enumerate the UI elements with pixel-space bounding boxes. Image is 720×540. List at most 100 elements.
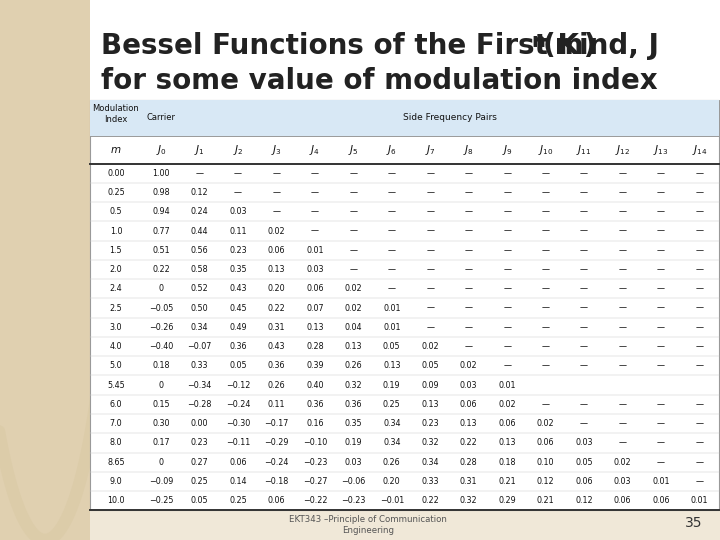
Text: —: — (580, 169, 588, 178)
Text: −0.06: −0.06 (341, 477, 366, 486)
Text: −0.05: −0.05 (149, 303, 174, 313)
Text: —: — (388, 227, 396, 235)
Text: —: — (618, 285, 626, 293)
Text: 0.22: 0.22 (460, 438, 477, 447)
Text: 0.26: 0.26 (383, 458, 400, 467)
Text: —: — (464, 246, 472, 255)
Text: —: — (657, 400, 665, 409)
Text: 0.28: 0.28 (306, 342, 324, 351)
Text: −0.23: −0.23 (341, 496, 366, 505)
Text: 0.01: 0.01 (652, 477, 670, 486)
Text: Carrier: Carrier (147, 113, 176, 122)
Text: 0.00: 0.00 (107, 169, 125, 178)
Text: —: — (657, 303, 665, 313)
Text: —: — (426, 265, 434, 274)
Text: 0.06: 0.06 (498, 419, 516, 428)
Text: 6.0: 6.0 (109, 400, 122, 409)
Text: —: — (696, 207, 703, 217)
Text: 0.58: 0.58 (191, 265, 208, 274)
Text: —: — (696, 303, 703, 313)
Text: 0.43: 0.43 (268, 342, 285, 351)
Text: —: — (657, 227, 665, 235)
Text: —: — (541, 400, 549, 409)
Text: —: — (657, 419, 665, 428)
Text: EKT343 –Principle of Communication
Engineering: EKT343 –Principle of Communication Engin… (289, 515, 447, 535)
Text: 0.12: 0.12 (191, 188, 208, 197)
Text: 0.36: 0.36 (306, 400, 324, 409)
Text: —: — (503, 285, 511, 293)
Text: −0.12: −0.12 (226, 381, 250, 390)
Text: 0.13: 0.13 (306, 323, 324, 332)
Text: 0.18: 0.18 (498, 458, 516, 467)
Text: —: — (311, 207, 319, 217)
Text: —: — (272, 207, 281, 217)
Text: 0.23: 0.23 (229, 246, 247, 255)
Text: —: — (696, 246, 703, 255)
Text: —: — (426, 188, 434, 197)
Text: 0.44: 0.44 (191, 227, 208, 235)
Text: −0.07: −0.07 (187, 342, 212, 351)
Text: —: — (426, 227, 434, 235)
Text: 0.03: 0.03 (306, 265, 324, 274)
Text: 0.06: 0.06 (537, 438, 554, 447)
Text: Bessel Functions of the First Kind, J: Bessel Functions of the First Kind, J (101, 32, 659, 60)
Text: 4.0: 4.0 (109, 342, 122, 351)
Text: −0.24: −0.24 (264, 458, 289, 467)
Text: −0.11: −0.11 (226, 438, 250, 447)
Text: 0.10: 0.10 (537, 458, 554, 467)
Text: —: — (580, 188, 588, 197)
Text: 10.0: 10.0 (107, 496, 125, 505)
Text: —: — (580, 303, 588, 313)
Text: —: — (503, 303, 511, 313)
Text: 1.5: 1.5 (109, 246, 122, 255)
Text: —: — (657, 188, 665, 197)
Text: −0.30: −0.30 (226, 419, 250, 428)
Text: 0.28: 0.28 (460, 458, 477, 467)
Text: 0.05: 0.05 (229, 361, 247, 370)
Text: 0.20: 0.20 (383, 477, 400, 486)
Text: —: — (580, 400, 588, 409)
Text: —: — (657, 169, 665, 178)
Text: —: — (464, 188, 472, 197)
Text: 0.06: 0.06 (613, 496, 631, 505)
Text: —: — (618, 188, 626, 197)
Text: —: — (618, 303, 626, 313)
Text: —: — (464, 303, 472, 313)
Text: 0.36: 0.36 (268, 361, 285, 370)
Text: 0.13: 0.13 (383, 361, 400, 370)
Text: —: — (696, 323, 703, 332)
Text: 0.02: 0.02 (536, 419, 554, 428)
Text: —: — (388, 188, 396, 197)
Text: 0.18: 0.18 (153, 361, 170, 370)
Text: —: — (464, 323, 472, 332)
Text: 0.16: 0.16 (306, 419, 324, 428)
Text: 0.03: 0.03 (613, 477, 631, 486)
Text: —: — (311, 188, 319, 197)
Text: 0.01: 0.01 (306, 246, 324, 255)
Text: —: — (464, 207, 472, 217)
Text: —: — (388, 246, 396, 255)
Text: $\it{J}_8$: $\it{J}_8$ (463, 143, 474, 157)
Text: —: — (426, 323, 434, 332)
Text: —: — (657, 265, 665, 274)
Text: 0.43: 0.43 (229, 285, 247, 293)
Text: 0.25: 0.25 (107, 188, 125, 197)
Text: —: — (618, 438, 626, 447)
Text: 2.4: 2.4 (109, 285, 122, 293)
Text: 0.13: 0.13 (498, 438, 516, 447)
Text: —: — (426, 207, 434, 217)
Text: $\it{J}_1$: $\it{J}_1$ (194, 143, 205, 157)
Text: $\it{J}_3$: $\it{J}_3$ (271, 143, 282, 157)
Text: 0.06: 0.06 (268, 496, 285, 505)
Text: —: — (311, 227, 319, 235)
Text: 0.14: 0.14 (229, 477, 247, 486)
Text: $\it{J}_{12}$: $\it{J}_{12}$ (615, 143, 630, 157)
Text: 0.36: 0.36 (229, 342, 247, 351)
Text: —: — (349, 246, 357, 255)
Text: 0.00: 0.00 (191, 419, 208, 428)
Text: 0: 0 (158, 381, 163, 390)
Text: —: — (541, 303, 549, 313)
Text: —: — (580, 207, 588, 217)
Text: $\it{J}_5$: $\it{J}_5$ (348, 143, 359, 157)
Text: 0.56: 0.56 (191, 246, 208, 255)
